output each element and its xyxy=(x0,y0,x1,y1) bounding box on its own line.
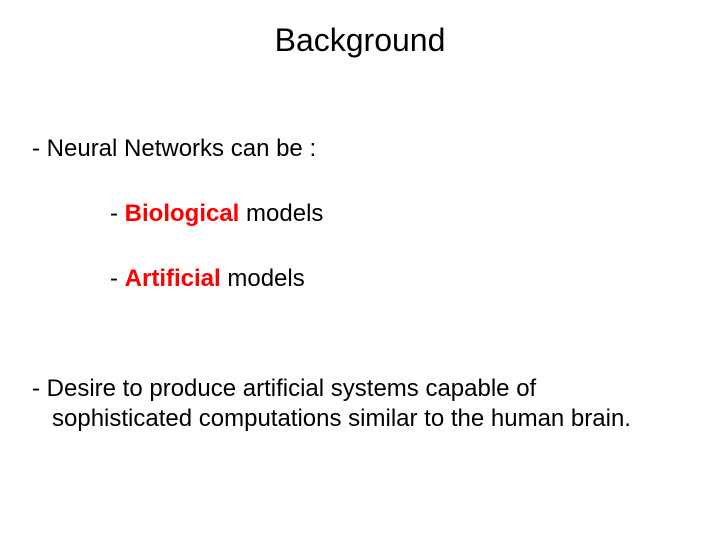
text-line: sophisticated computations similar to th… xyxy=(52,405,631,433)
text-line: - Neural Networks can be : xyxy=(32,135,316,163)
text-segment: models xyxy=(221,265,305,292)
text-line: - Artificial models xyxy=(110,265,305,293)
text-segment: - xyxy=(110,265,125,292)
text-segment: - Desire to produce artificial systems c… xyxy=(32,375,536,402)
text-segment: sophisticated computations similar to th… xyxy=(52,405,631,432)
text-segment: models xyxy=(239,200,323,227)
text-segment: Biological xyxy=(125,200,240,227)
text-segment: - Neural Networks can be : xyxy=(32,135,316,162)
text-line: - Desire to produce artificial systems c… xyxy=(32,375,536,403)
text-segment: Artificial xyxy=(125,265,221,292)
text-line: - Biological models xyxy=(110,200,323,228)
text-segment: - xyxy=(110,200,125,227)
slide: Background - Neural Networks can be : - B… xyxy=(0,0,720,540)
slide-title: Background xyxy=(0,22,720,59)
